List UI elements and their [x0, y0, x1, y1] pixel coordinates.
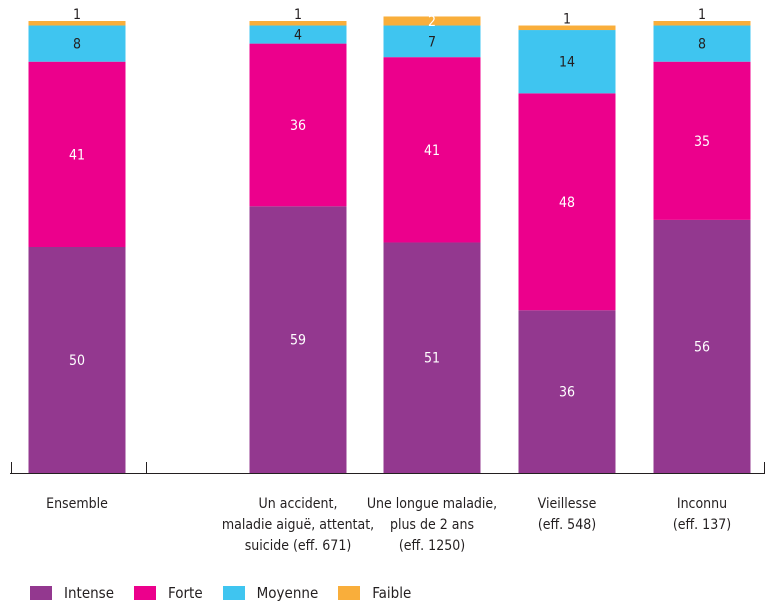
category-label-line: (eff. 1250): [398, 538, 466, 554]
legend-item-forte: Forte: [134, 584, 203, 602]
legend-label: Moyenne: [256, 584, 319, 602]
bar-segment-faible: [518, 25, 616, 31]
data-label-forte: 41: [424, 143, 440, 159]
data-label-moyenne: 8: [698, 37, 706, 53]
bar-segment-faible: [383, 16, 481, 26]
legend-label: Forte: [168, 584, 203, 602]
legend-swatch: [338, 586, 361, 600]
bar-segment-intense: [518, 310, 616, 473]
category-label-line: Un accident,: [258, 496, 338, 512]
bar-segment-moyenne: [518, 30, 616, 94]
bar-segment-faible: [28, 21, 126, 26]
legend-swatch: [30, 586, 52, 600]
data-label-moyenne: 8: [73, 37, 81, 53]
data-label-moyenne: 7: [428, 34, 436, 50]
data-label-faible: 1: [563, 12, 571, 28]
legend-swatch: [222, 586, 245, 600]
category-label-line: Vieillesse: [537, 496, 597, 512]
bar-segment-forte: [518, 93, 616, 311]
bar-segment-moyenne: [28, 25, 126, 62]
bar-segment-moyenne: [653, 25, 751, 62]
bar-segment-forte: [383, 57, 481, 243]
legend-label: Faible: [372, 584, 412, 602]
legend-item-moyenne: Moyenne: [222, 584, 319, 602]
data-label-intense: 50: [69, 353, 85, 369]
bar-segment-intense: [249, 206, 347, 473]
bar-segment-forte: [249, 43, 347, 207]
data-label-forte: 41: [69, 147, 85, 163]
category-label: Un accident, maladie aiguë, attentat, suic…: [213, 494, 383, 557]
bar-segment-intense: [653, 219, 751, 473]
bar-segment-moyenne: [383, 25, 481, 58]
category-label-line: (eff. 137): [672, 517, 732, 533]
category-label-line: Ensemble: [46, 496, 108, 512]
data-label-forte: 36: [290, 118, 306, 134]
data-label-intense: 56: [694, 339, 710, 355]
bar-segment-forte: [653, 61, 751, 220]
data-label-faible: 1: [698, 7, 706, 23]
bar-segment-faible: [653, 21, 751, 26]
legend-item-intense: Intense: [30, 584, 114, 602]
data-label-forte: 48: [559, 195, 575, 211]
bar-segment-intense: [28, 247, 126, 473]
bar-segment-faible: [249, 21, 347, 26]
legend-item-faible: Faible: [338, 584, 411, 602]
legend-swatch: [134, 586, 157, 600]
data-label-intense: 36: [559, 385, 575, 401]
category-label-line: suicide (eff. 671): [244, 538, 352, 554]
data-label-intense: 51: [424, 351, 440, 367]
data-label-faible: 2: [428, 14, 436, 30]
category-label-line: plus de 2 ans: [389, 517, 475, 533]
data-label-faible: 1: [294, 7, 302, 23]
bar-segment-intense: [383, 242, 481, 473]
legend-label: Intense: [64, 584, 115, 602]
category-label-line: Une longue maladie,: [366, 496, 498, 512]
category-label-line: Inconnu: [676, 496, 728, 512]
bar-segment-moyenne: [249, 25, 347, 44]
data-label-moyenne: 14: [559, 55, 575, 71]
data-label-forte: 35: [694, 134, 710, 150]
legend: Intense Forte Moyenne Faible: [30, 583, 431, 603]
data-label-faible: 1: [73, 7, 81, 23]
data-label-intense: 59: [290, 333, 306, 349]
bar-segment-forte: [28, 61, 126, 248]
category-label: Une longue maladie, plus de 2 ans (eff. 12…: [362, 494, 502, 557]
category-label: Inconnu (eff. 137): [632, 494, 765, 536]
category-label-line: (eff. 548): [537, 517, 597, 533]
category-label-line: maladie aiguë, attentat,: [221, 517, 375, 533]
data-label-moyenne: 4: [294, 28, 302, 44]
category-label: Vieillesse (eff. 548): [497, 494, 637, 536]
category-label: Ensemble: [7, 494, 147, 515]
